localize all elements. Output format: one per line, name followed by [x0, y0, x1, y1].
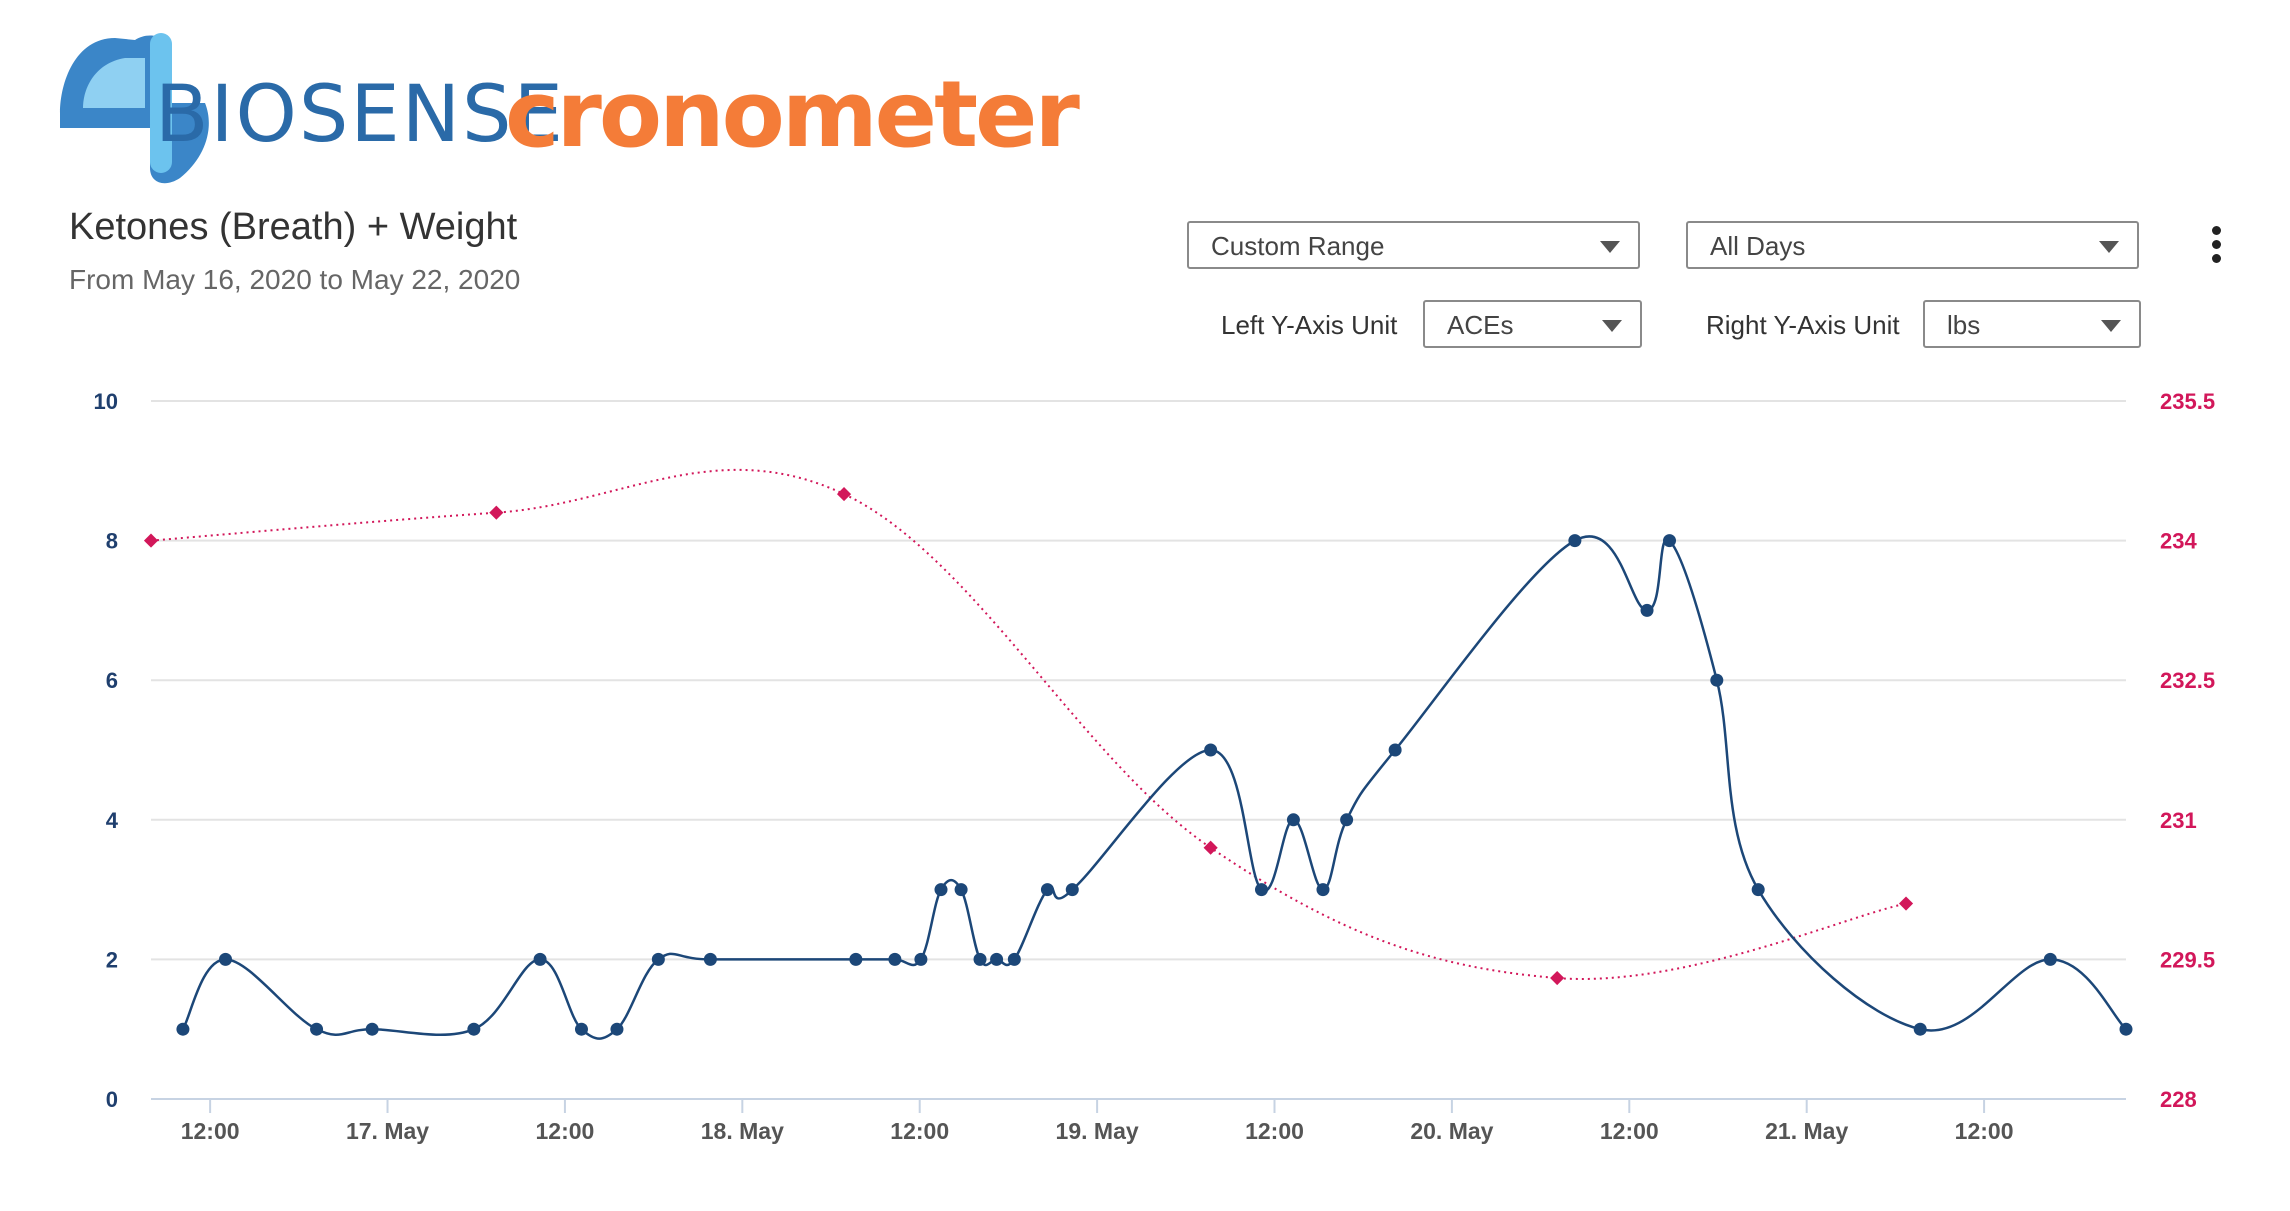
ketones-point	[1007, 952, 1021, 966]
chart-date-range: From May 16, 2020 to May 22, 2020	[69, 264, 521, 295]
weight-point	[489, 505, 504, 520]
range-select[interactable]: Custom Range	[1187, 221, 1640, 269]
x-tick-label: 12:00	[1600, 1118, 1659, 1144]
left-axis-unit-value: ACEs	[1447, 310, 1514, 340]
left-y-tick-label: 4	[106, 808, 119, 833]
weight-series	[143, 468, 1914, 986]
x-tick-label: 17. May	[346, 1118, 429, 1144]
left-axis-unit-select[interactable]: ACEs	[1423, 300, 1642, 348]
ketones-point	[1040, 883, 1054, 897]
ketones-point	[1254, 883, 1268, 897]
ketones-point	[849, 952, 863, 966]
left-y-tick-label: 8	[106, 529, 118, 554]
right-y-tick-label: 232.5	[2160, 668, 2215, 693]
weight-point	[143, 533, 159, 548]
biosense-logo: BIOSENSE	[55, 28, 563, 188]
right-axis-unit-value: lbs	[1947, 310, 1981, 340]
range-select-value: Custom Range	[1211, 231, 1385, 261]
days-select-value: All Days	[1710, 231, 1806, 261]
x-tick-label: 21. May	[1765, 1118, 1848, 1144]
ketones-point	[574, 1022, 588, 1036]
ketones-point	[1913, 1022, 1927, 1036]
left-y-tick-label: 2	[106, 947, 118, 972]
ketones-point	[533, 952, 547, 966]
cronometer-wordmark: cronometer	[505, 61, 1080, 168]
left-y-axis: 0 2 4 6 8 10	[94, 389, 119, 1112]
ketones-point	[888, 952, 902, 966]
ketones-point	[703, 952, 717, 966]
right-y-tick-label: 228	[2160, 1087, 2197, 1112]
right-y-tick-label: 235.5	[2160, 389, 2215, 414]
chart-title: Ketones (Breath) + Weight	[69, 206, 518, 248]
x-tick-label: 18. May	[701, 1118, 784, 1144]
ketones-point	[934, 883, 948, 897]
ketones-point	[1388, 743, 1402, 757]
chevron-down-icon	[2099, 241, 2119, 253]
cronometer-logo: cronometer	[505, 45, 1080, 168]
ketones-point	[1065, 883, 1079, 897]
ketones-point	[1663, 534, 1677, 548]
ketones-point	[954, 883, 968, 897]
ketones-point	[990, 952, 1004, 966]
x-axis: 12:00 17. May 12:00 18. May 12:00 19. May 12:0…	[151, 1098, 2126, 1144]
x-tick-label: 12:00	[536, 1118, 595, 1144]
right-y-tick-label: 229.5	[2160, 947, 2215, 972]
right-axis-unit-label: Right Y-Axis Unit	[1706, 310, 1900, 340]
weight-point	[1203, 840, 1218, 855]
kebab-menu-icon[interactable]	[2206, 226, 2226, 266]
ketones-point	[1710, 673, 1724, 687]
right-axis-unit-select[interactable]: lbs	[1923, 300, 2141, 348]
ketones-point	[1286, 813, 1300, 827]
ketones-point	[310, 1022, 324, 1036]
weight-point	[1898, 896, 1914, 911]
biosense-logo-mark-icon	[60, 33, 209, 184]
ketones-point	[1204, 743, 1218, 757]
x-tick-label: 12:00	[1245, 1118, 1304, 1144]
x-tick-label: 12:00	[1955, 1118, 2014, 1144]
grid-lines	[151, 400, 2126, 961]
x-tick-label: 19. May	[1056, 1118, 1139, 1144]
x-tick-label: 12:00	[181, 1118, 240, 1144]
ketones-point	[914, 952, 928, 966]
x-tick-label: 20. May	[1410, 1118, 1493, 1144]
left-y-tick-label: 0	[106, 1087, 118, 1112]
weight-point	[1550, 970, 1565, 986]
ketones-point	[219, 952, 233, 966]
x-tick-label: 12:00	[890, 1118, 949, 1144]
right-y-axis: 228 229.5 231 232.5 234 235.5	[2160, 389, 2215, 1112]
days-select[interactable]: All Days	[1686, 221, 2139, 269]
ketones-point	[610, 1022, 624, 1036]
ketones-point	[651, 952, 665, 966]
ketones-point	[2043, 952, 2057, 966]
chevron-down-icon	[1600, 241, 1620, 253]
left-axis-unit-label: Left Y-Axis Unit	[1221, 310, 1398, 340]
ketones-point	[365, 1022, 379, 1036]
chevron-down-icon	[1602, 320, 1622, 332]
ketones-point	[2119, 1022, 2133, 1036]
weight-point	[836, 486, 852, 502]
ketones-point	[1316, 883, 1330, 897]
biosense-wordmark: BIOSENSE	[155, 70, 565, 160]
ketones-point	[973, 952, 987, 966]
ketones-line	[181, 535, 2127, 1040]
ketones-point	[1340, 813, 1354, 827]
right-y-tick-label: 231	[2160, 808, 2197, 833]
right-y-tick-label: 234	[2160, 529, 2197, 554]
left-y-tick-label: 6	[106, 668, 118, 693]
ketones-point	[1568, 534, 1582, 548]
ketones-point	[1751, 883, 1765, 897]
left-y-tick-label: 10	[94, 389, 118, 414]
chevron-down-icon	[2101, 320, 2121, 332]
ketones-series	[176, 534, 2133, 1040]
ketones-point	[467, 1022, 481, 1036]
weight-line	[150, 468, 1907, 980]
ketones-point	[1640, 603, 1654, 617]
ketones-point	[176, 1022, 190, 1036]
